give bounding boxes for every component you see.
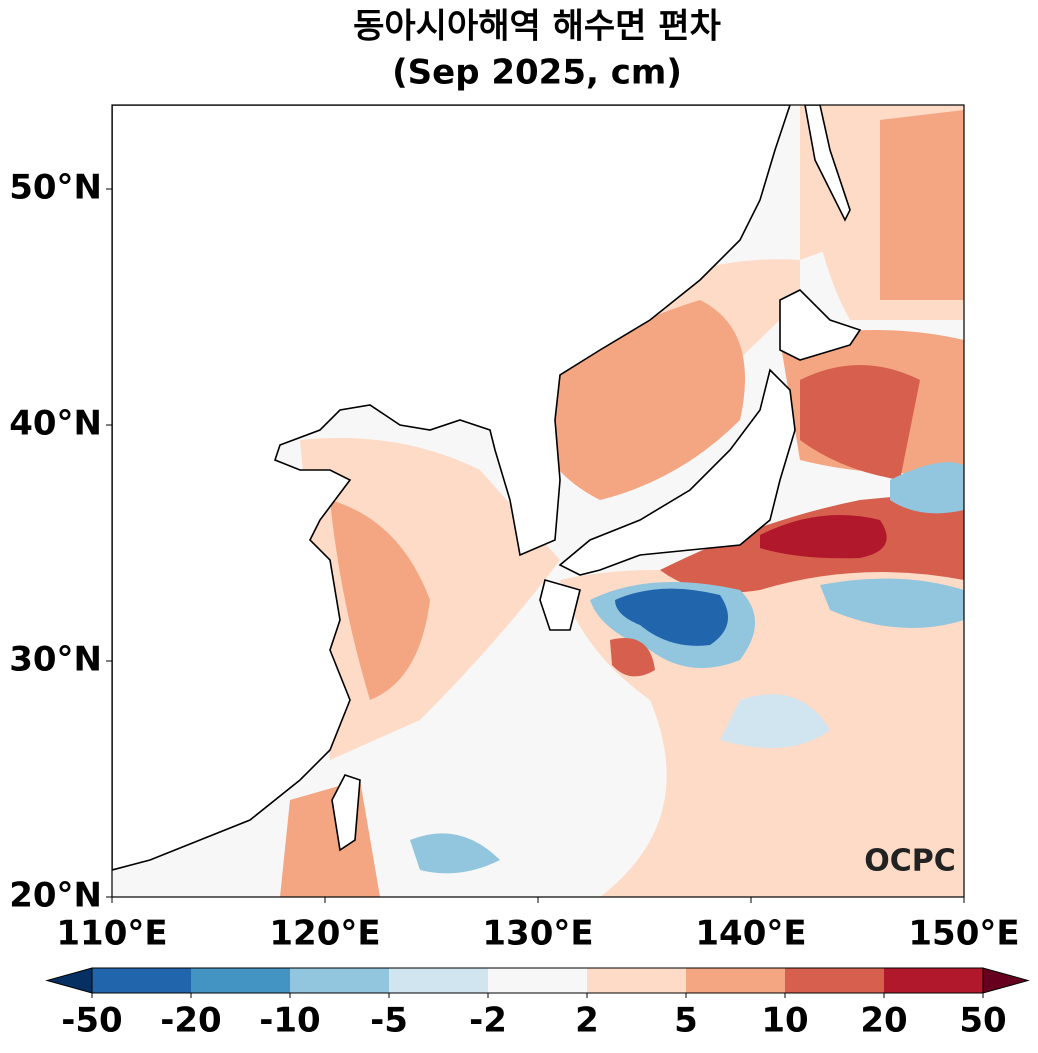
field-patch (520, 300, 745, 500)
colorbar-segment (389, 968, 488, 993)
map-field (112, 105, 964, 897)
colorbar-label: 5 (674, 1001, 698, 1041)
colorbar-segment (686, 968, 785, 993)
y-tick-label: 40°N (9, 404, 102, 444)
colorbar-frame (91, 967, 984, 994)
field-patch (890, 462, 964, 514)
field-patch (800, 365, 920, 480)
y-tick-label: 20°N (9, 876, 102, 916)
field-patch (410, 833, 500, 874)
coastline-hokkaido (779, 289, 862, 361)
colorbar-label: 20 (860, 1001, 907, 1041)
field-patch (880, 110, 964, 300)
colorbar-segment (785, 968, 884, 993)
colorbar-label: 10 (761, 1001, 808, 1041)
coastline-honshu (558, 368, 796, 576)
colorbar-segment (884, 968, 983, 993)
colorbar-segment (488, 968, 587, 993)
field-patch (610, 638, 655, 677)
coastline-taiwan (331, 774, 361, 852)
title: 동아시아해역 해수면 편차 (353, 7, 721, 47)
colorbar-segment (587, 968, 686, 993)
colorbar-label: -10 (259, 1001, 320, 1041)
coastline-kyushu (539, 579, 581, 631)
subtitle: (Sep 2025, cm) (392, 53, 682, 93)
coastline-sakhalin (804, 105, 851, 222)
colorbar-label: -50 (61, 1001, 122, 1041)
x-tick-label: 120°E (269, 914, 380, 954)
coastline-continent (112, 105, 791, 871)
x-tick-label: 110°E (56, 914, 167, 954)
colorbar-label: -5 (370, 1001, 408, 1041)
x-tick-label: 140°E (695, 914, 806, 954)
colorbar-extend-high (982, 967, 1030, 994)
colorbar-label: 50 (959, 1001, 1006, 1041)
field-patch (330, 500, 430, 700)
colorbar-label: -2 (469, 1001, 507, 1041)
colorbar-segment (92, 968, 191, 993)
y-tick-label: 30°N (9, 640, 102, 680)
colorbar-segment (191, 968, 290, 993)
field-patch (615, 588, 728, 646)
field-patch (720, 694, 830, 748)
colorbar-label: -20 (160, 1001, 221, 1041)
colorbar-label: 2 (575, 1001, 599, 1041)
watermark: OCPC (864, 844, 956, 879)
colorbar-segment (290, 968, 389, 993)
field-patch (760, 515, 887, 559)
colorbar-extend-low (45, 967, 93, 994)
x-tick-label: 130°E (482, 914, 593, 954)
field-patch (820, 578, 964, 628)
x-tick-label: 150°E (908, 914, 1019, 954)
y-tick-label: 50°N (9, 168, 102, 208)
